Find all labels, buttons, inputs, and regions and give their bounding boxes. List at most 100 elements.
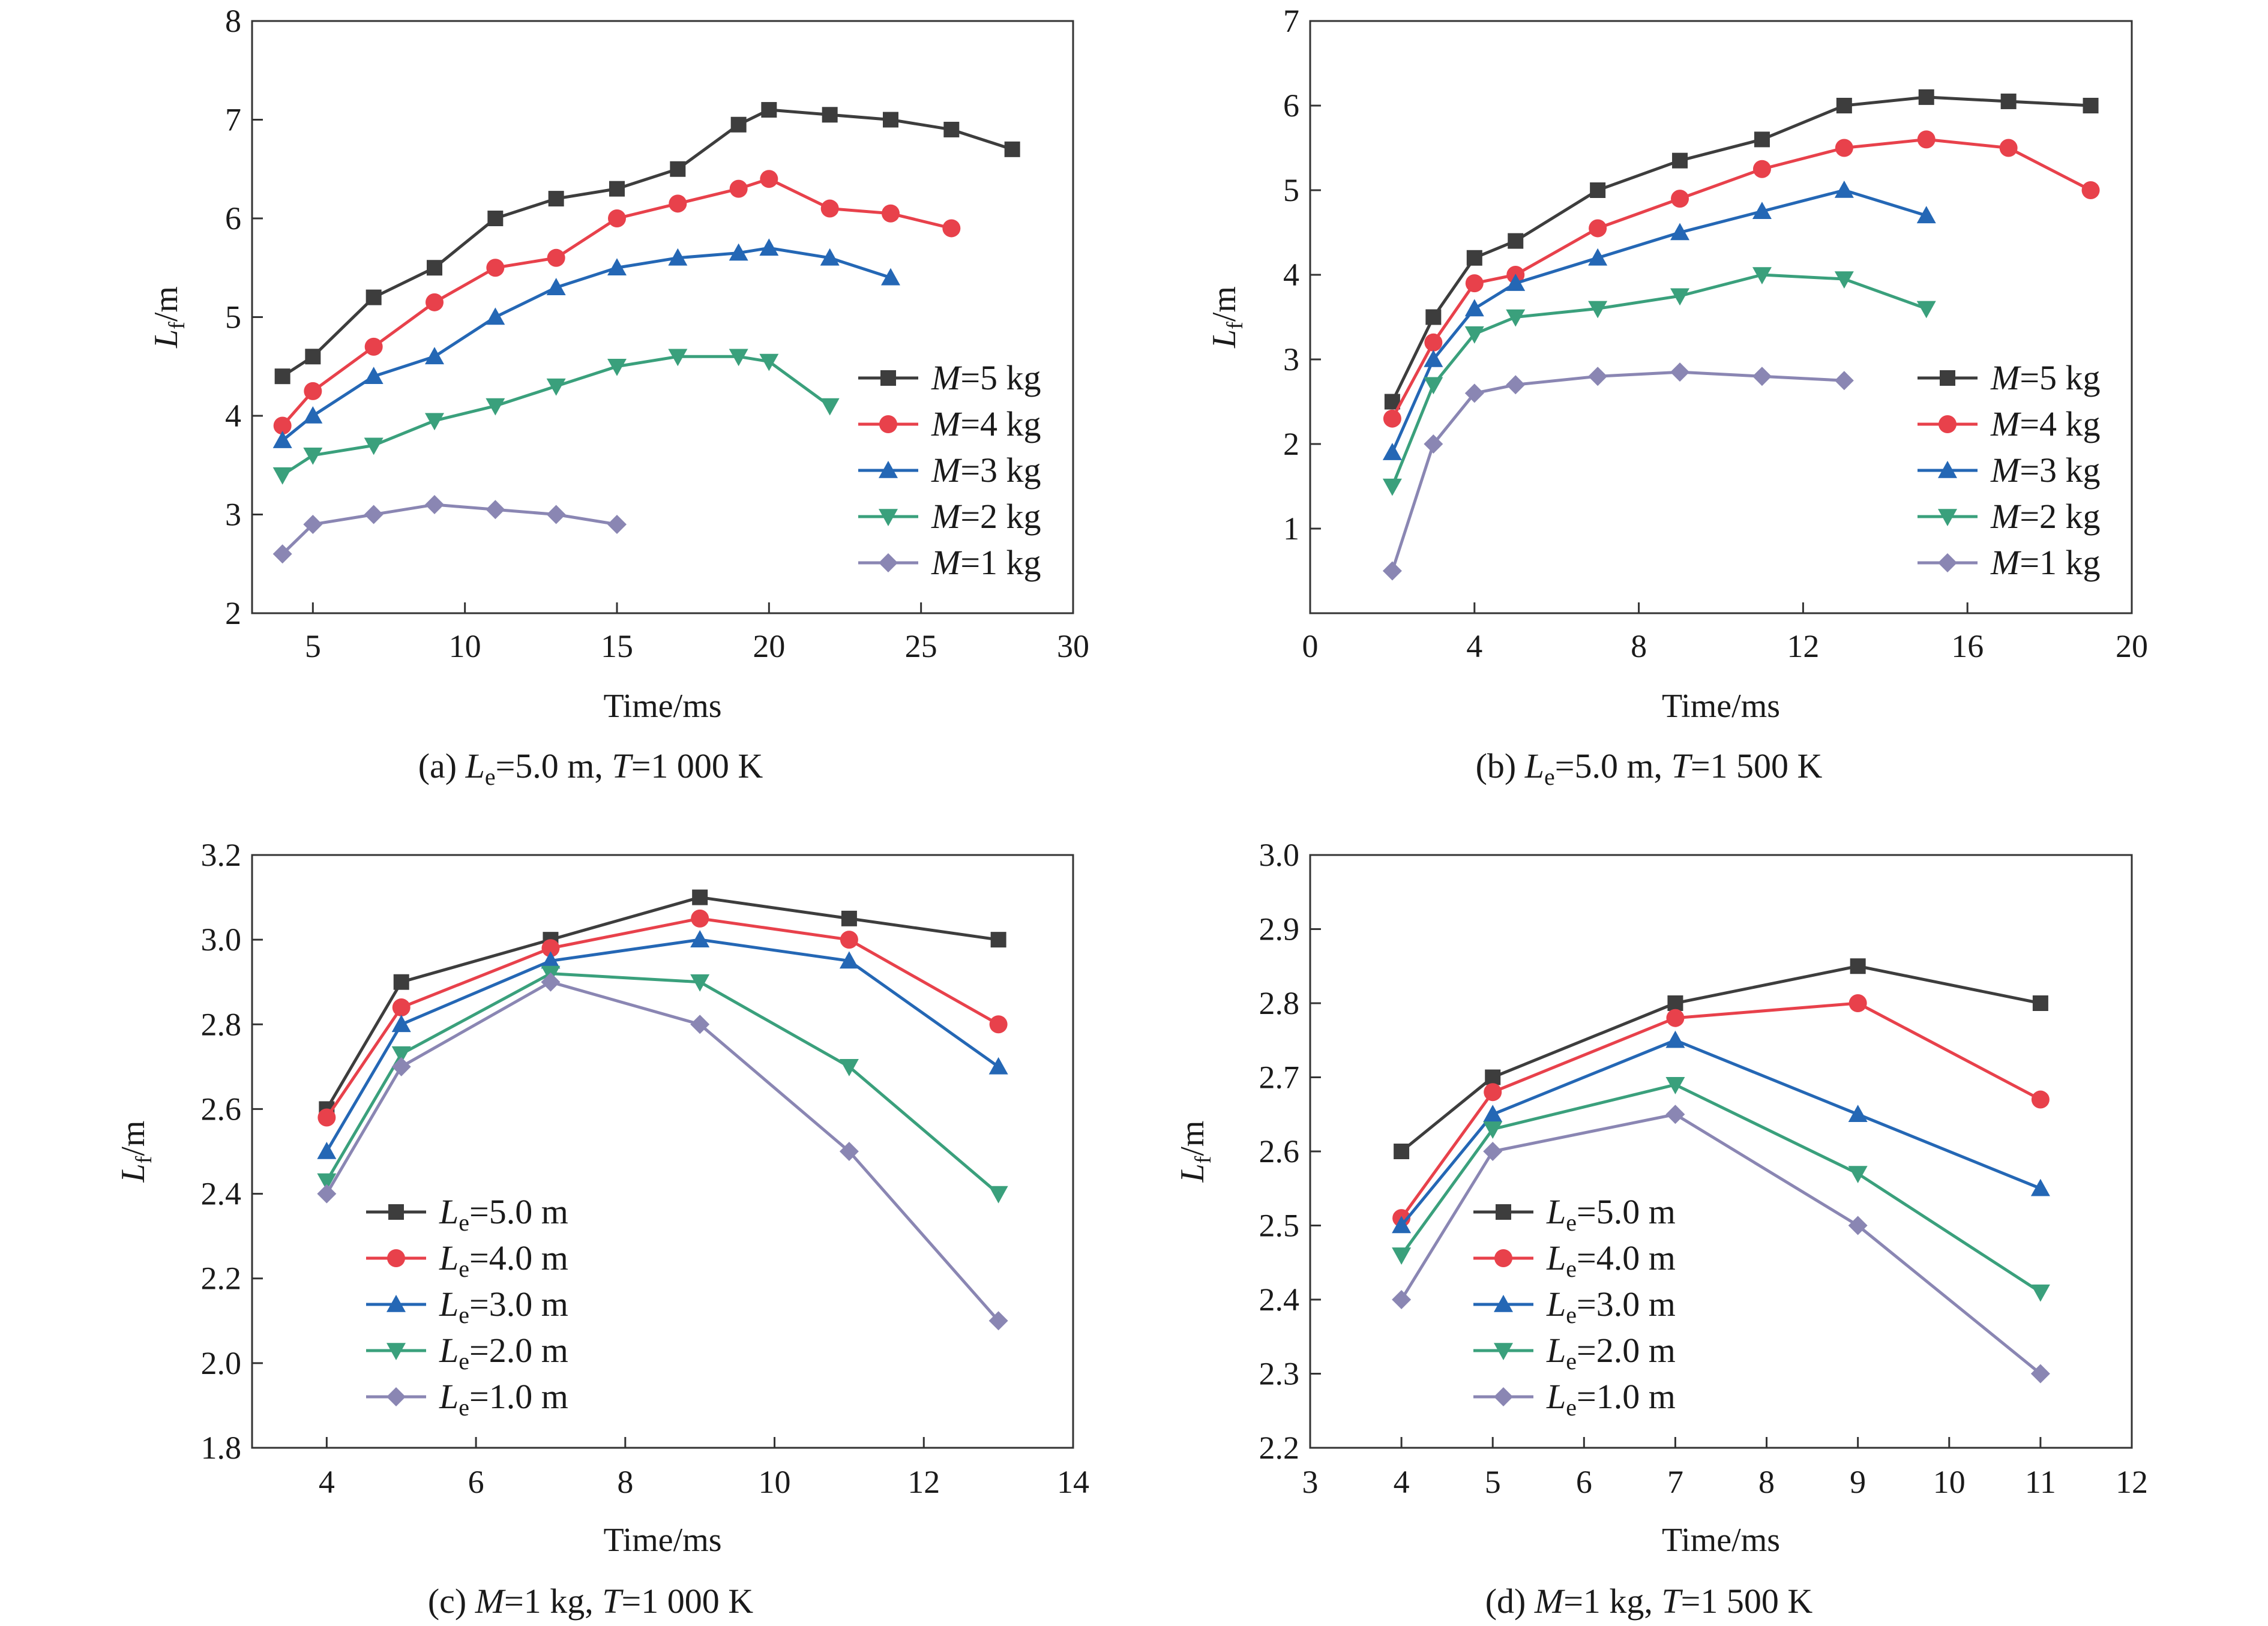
x-tick-label: 4 bbox=[319, 1464, 335, 1500]
legend-label: Le=2.0 m bbox=[1546, 1331, 1676, 1375]
data-point bbox=[729, 349, 748, 367]
data-point bbox=[274, 368, 290, 385]
legend-entry: Le=3.0 m bbox=[366, 1285, 568, 1328]
data-point bbox=[668, 349, 688, 367]
legend-label: M=3 kg bbox=[1990, 451, 2101, 490]
data-point bbox=[820, 199, 839, 218]
legend-entry: M=3 kg bbox=[858, 451, 1041, 490]
data-point bbox=[364, 437, 384, 455]
legend-entry: Le=5.0 m bbox=[1473, 1192, 1676, 1236]
legend-marker bbox=[1494, 1343, 1513, 1360]
data-point bbox=[541, 951, 561, 969]
data-point bbox=[393, 974, 409, 990]
legend-label: Le=2.0 m bbox=[439, 1331, 568, 1375]
legend-label: Le=4.0 m bbox=[1546, 1238, 1676, 1282]
x-tick-label: 5 bbox=[305, 628, 321, 664]
legend-marker bbox=[879, 461, 898, 478]
legend-entry: M=5 kg bbox=[1918, 358, 2101, 397]
y-tick-label: 2.4 bbox=[201, 1176, 242, 1212]
data-point bbox=[1588, 301, 1608, 319]
legend-marker bbox=[387, 1295, 406, 1312]
data-point bbox=[1424, 434, 1443, 454]
y-tick-label: 4 bbox=[225, 398, 241, 434]
y-tick-label: 8 bbox=[225, 3, 241, 39]
legend-label: Le=4.0 m bbox=[439, 1238, 568, 1282]
data-point bbox=[1672, 152, 1688, 169]
data-point bbox=[882, 204, 900, 223]
legend-entry: Le=5.0 m bbox=[366, 1192, 568, 1236]
data-point bbox=[1506, 274, 1526, 291]
series-line bbox=[281, 108, 1013, 378]
data-point bbox=[303, 406, 323, 424]
legend-label: M=2 kg bbox=[931, 497, 1041, 536]
data-point bbox=[607, 258, 627, 276]
legend-entry: M=3 kg bbox=[1918, 451, 2101, 490]
data-point bbox=[1483, 1121, 1503, 1139]
x-tick-label: 6 bbox=[1576, 1464, 1592, 1500]
data-point bbox=[2083, 98, 2099, 113]
data-point bbox=[1589, 219, 1607, 238]
legend-entry: Le=1.0 m bbox=[366, 1377, 568, 1421]
y-tick-label: 2.2 bbox=[201, 1261, 242, 1297]
legend-marker bbox=[1938, 461, 1957, 478]
panel-caption: (b) Le=5.0 m, T=1 500 K bbox=[1476, 746, 1823, 790]
panel-c: 4 6 8 10 12 14 1.8 2.0 2.2 2.4 2.6 2.8 3.0 3.2 Time/ms… bbox=[115, 837, 1089, 1621]
data-point bbox=[1848, 1166, 1868, 1184]
series-1.0 bbox=[1392, 1105, 2050, 1384]
data-point bbox=[2031, 1090, 2050, 1109]
series-line bbox=[325, 972, 1000, 1195]
data-point bbox=[1588, 248, 1608, 266]
series-2.0 bbox=[317, 965, 1008, 1204]
legend-marker bbox=[1938, 509, 1957, 526]
data-point bbox=[425, 495, 444, 515]
x-tick-label: 3 bbox=[1302, 1464, 1319, 1500]
series-4.0 bbox=[1392, 994, 2050, 1228]
legend-label: Le=3.0 m bbox=[439, 1285, 568, 1328]
data-point bbox=[1508, 233, 1524, 249]
data-point bbox=[425, 413, 444, 431]
y-tick-label: 2.8 bbox=[1259, 985, 1300, 1021]
legend-entry: M=1 kg bbox=[1918, 543, 2101, 582]
data-point bbox=[943, 121, 960, 137]
data-point bbox=[669, 194, 687, 213]
data-point bbox=[1392, 1247, 1412, 1265]
data-point bbox=[609, 181, 625, 197]
legend-entry: M=2 kg bbox=[1918, 497, 2101, 536]
plot-frame bbox=[251, 854, 1074, 1449]
x-tick-label: 12 bbox=[1787, 628, 1819, 664]
data-point bbox=[1670, 223, 1690, 241]
legend-marker bbox=[1940, 370, 1955, 386]
data-point bbox=[391, 1046, 411, 1064]
data-point bbox=[1752, 202, 1772, 220]
x-tick-label: 9 bbox=[1850, 1464, 1866, 1500]
series-2 bbox=[1382, 267, 1936, 496]
series-line bbox=[1400, 1001, 2042, 1219]
x-tick-label: 20 bbox=[2116, 628, 2148, 664]
data-point bbox=[2000, 93, 2017, 109]
legend-label: M=5 kg bbox=[931, 358, 1041, 397]
series-line bbox=[281, 503, 618, 556]
data-point bbox=[1464, 326, 1484, 344]
y-axis-title: Lf/m bbox=[1174, 1121, 1216, 1183]
x-tick-label: 12 bbox=[2116, 1464, 2148, 1500]
series-1 bbox=[1382, 362, 1854, 581]
legend-marker bbox=[880, 370, 896, 386]
legend-label: M=3 kg bbox=[931, 451, 1041, 490]
legend-marker bbox=[1494, 1295, 1513, 1312]
x-axis-title: Time/ms bbox=[603, 1522, 721, 1559]
data-point bbox=[272, 431, 292, 448]
data-point bbox=[1464, 299, 1484, 317]
data-point bbox=[391, 1057, 411, 1076]
data-point bbox=[759, 353, 779, 371]
series-4 bbox=[273, 170, 961, 435]
data-point bbox=[317, 1173, 337, 1191]
legend-label: Le=1.0 m bbox=[1546, 1377, 1676, 1421]
data-point bbox=[1484, 1083, 1502, 1102]
data-point bbox=[1665, 1105, 1685, 1124]
legend-entry: Le=2.0 m bbox=[366, 1331, 568, 1375]
data-point bbox=[839, 1059, 859, 1076]
legend-entry: Le=2.0 m bbox=[1473, 1331, 1676, 1375]
data-point bbox=[1382, 478, 1402, 496]
data-point bbox=[486, 500, 505, 520]
panel-d: 3 4 5 6 7 8 9 10 11 12 2.2 2.3 2.4 2.5 2.6 2.7 2.8 2.9 3.0… bbox=[1174, 837, 2148, 1621]
